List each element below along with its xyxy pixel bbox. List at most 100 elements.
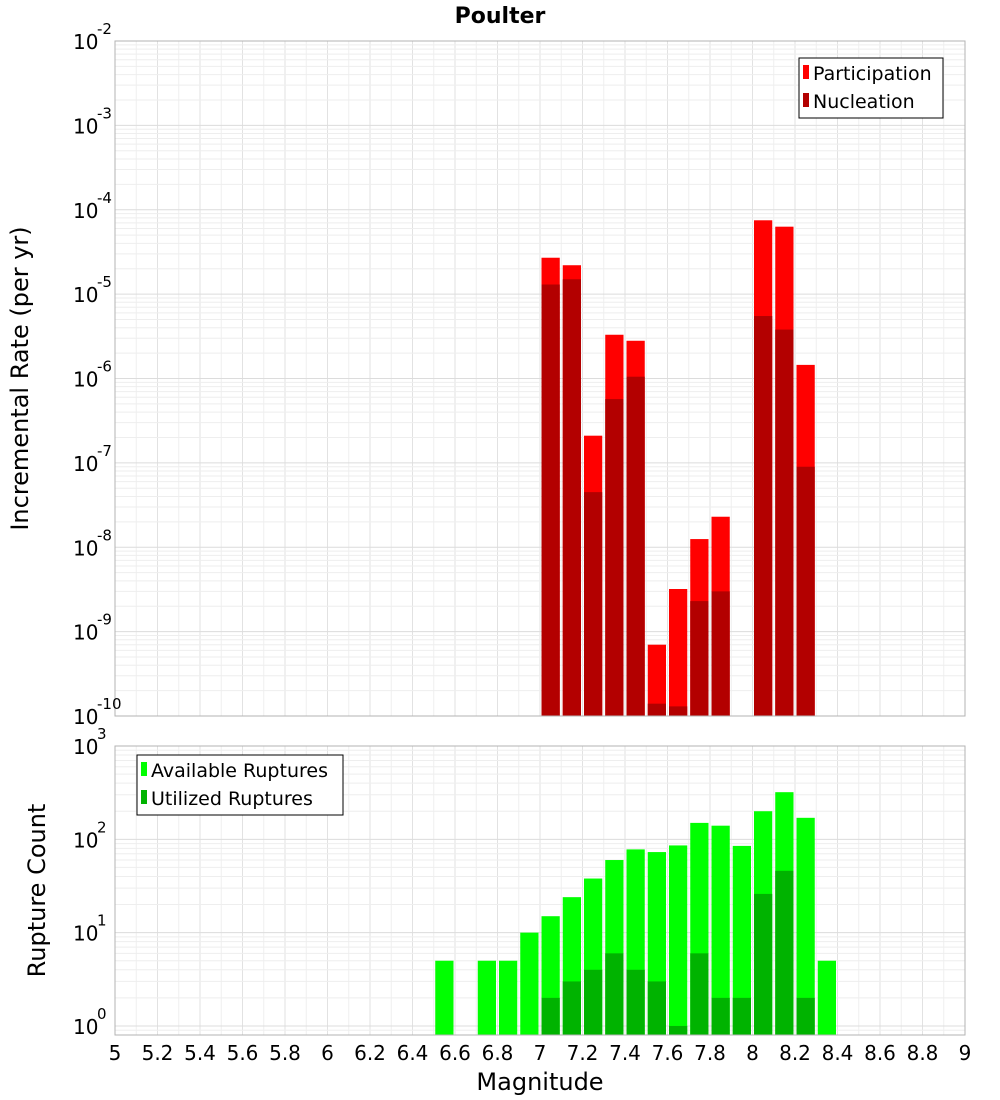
y-tick-exponent: -5 [97, 273, 112, 291]
x-tick-label: 7.4 [609, 1041, 641, 1065]
legend-swatch [803, 93, 809, 107]
legend-swatch [803, 65, 809, 79]
x-tick-label: 7 [534, 1041, 547, 1065]
bar [435, 960, 454, 1035]
bar [562, 981, 581, 1035]
x-tick-label: 6.2 [354, 1041, 386, 1065]
legend-swatch [141, 762, 147, 776]
legend-label: Available Ruptures [151, 760, 328, 782]
y-tick-label: 10 [73, 735, 98, 759]
y-tick-exponent: 2 [97, 818, 107, 836]
y-tick-label: 10 [73, 30, 98, 54]
legend-swatch [141, 790, 147, 804]
legend-label: Utilized Ruptures [151, 788, 313, 810]
bar [584, 969, 603, 1035]
bar [669, 1025, 688, 1035]
y-tick-exponent: -10 [97, 695, 122, 713]
x-tick-label: 8.8 [907, 1041, 939, 1065]
y-tick-exponent: -8 [97, 526, 112, 544]
y-tick-label: 10 [73, 705, 98, 729]
bar [775, 329, 794, 716]
bar [626, 376, 645, 716]
bar [711, 591, 730, 716]
y-tick-exponent: 3 [97, 725, 107, 743]
bar [754, 316, 773, 716]
bar [669, 845, 688, 1035]
legend-label: Participation [813, 63, 932, 85]
bar [711, 825, 730, 1035]
y-tick-label: 10 [73, 283, 98, 307]
legend-box [798, 57, 944, 119]
y-tick-label: 10 [73, 368, 98, 392]
x-axis-title: Magnitude [476, 1068, 603, 1096]
x-tick-label: 6.4 [397, 1041, 429, 1065]
x-tick-label: 6.8 [482, 1041, 514, 1065]
y-tick-label: 10 [73, 828, 98, 852]
bar [647, 981, 666, 1035]
bar [817, 960, 836, 1035]
series-nucleation [541, 279, 815, 716]
bar [626, 969, 645, 1035]
x-tick-label: 5.4 [184, 1041, 216, 1065]
x-tick-label: 7.2 [567, 1041, 599, 1065]
bar [732, 845, 751, 1035]
y-axis-title: Rupture Count [23, 804, 51, 978]
y-tick-exponent: -3 [97, 104, 112, 122]
bar [690, 953, 709, 1035]
x-tick-label: 7.6 [652, 1041, 684, 1065]
bar [796, 997, 815, 1035]
y-tick-exponent: -2 [97, 20, 112, 38]
bar [690, 601, 709, 716]
y-tick-label: 10 [73, 1015, 98, 1039]
y-tick-label: 10 [73, 536, 98, 560]
bar [605, 953, 624, 1035]
bar [669, 706, 688, 716]
bar [669, 589, 688, 716]
bar [647, 703, 666, 716]
bar [796, 466, 815, 716]
x-tick-label: 8.4 [822, 1041, 854, 1065]
x-tick-label: 5 [109, 1041, 122, 1065]
x-tick-label: 6 [321, 1041, 334, 1065]
y-tick-exponent: -9 [97, 611, 112, 629]
bar [499, 960, 518, 1035]
y-tick-exponent: -7 [97, 442, 112, 460]
x-tick-label: 9 [959, 1041, 972, 1065]
bar [754, 893, 773, 1035]
bar [541, 284, 560, 716]
x-tick-label: 5.8 [269, 1041, 301, 1065]
x-tick-label: 8 [746, 1041, 759, 1065]
series-utilized-ruptures [541, 870, 815, 1035]
y-tick-label: 10 [73, 114, 98, 138]
y-tick-exponent: 1 [97, 912, 107, 930]
y-tick-label: 10 [73, 452, 98, 476]
legend: Available Ruptures Utilized Ruptures [136, 754, 344, 816]
bar [477, 960, 496, 1035]
plot-frame [114, 745, 966, 1036]
bar [711, 997, 730, 1035]
bar [584, 492, 603, 716]
y-tick-label: 10 [73, 922, 98, 946]
bar [541, 997, 560, 1035]
bar [732, 997, 751, 1035]
y-axis-title: Incremental Rate (per yr) [6, 226, 34, 530]
y-tick-exponent: -6 [97, 358, 112, 376]
x-tick-label: 7.8 [694, 1041, 726, 1065]
bar [562, 279, 581, 716]
x-tick-label: 5.2 [142, 1041, 174, 1065]
legend-box [136, 754, 344, 816]
bar [775, 870, 794, 1035]
y-tick-label: 10 [73, 199, 98, 223]
bar [647, 644, 666, 716]
x-axis: 5 5.2 5.4 5.6 5.8 6 6.2 6.4 6.6 6.8 7 7.2 7.4 7.6 7.8 8… [109, 1041, 972, 1065]
plot-frame [114, 40, 966, 717]
y-tick-label: 10 [73, 621, 98, 645]
x-tick-label: 6.6 [439, 1041, 471, 1065]
x-tick-label: 5.6 [227, 1041, 259, 1065]
chart-title: Poulter [455, 4, 546, 29]
y-tick-exponent: 0 [97, 1005, 107, 1023]
bar [605, 399, 624, 716]
x-tick-label: 8.6 [864, 1041, 896, 1065]
